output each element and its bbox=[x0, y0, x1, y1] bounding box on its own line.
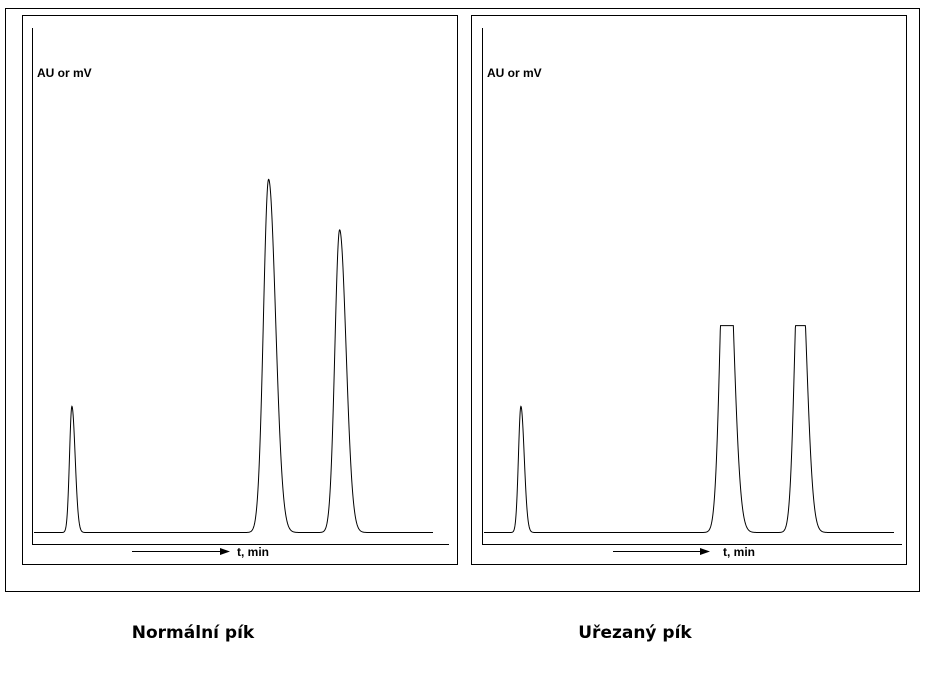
panel-clipped-border bbox=[471, 15, 907, 565]
chromatogram-trace-normal bbox=[34, 178, 433, 533]
caption-clipped: Uřezaný pík bbox=[578, 623, 692, 643]
y-axis-label: AU or mV bbox=[37, 66, 92, 80]
outer-frame bbox=[5, 8, 920, 592]
y-axis-label: AU or mV bbox=[487, 66, 542, 80]
panel-normal: AU or mV t, min bbox=[22, 15, 458, 565]
time-arrow-head-icon bbox=[220, 548, 230, 555]
panel-normal-border bbox=[22, 15, 458, 565]
x-axis-label: t, min bbox=[723, 545, 755, 559]
panel-clipped: AU or mV t, min bbox=[471, 15, 907, 565]
caption-normal: Normální pík bbox=[132, 623, 255, 643]
chromatogram-trace-clipped bbox=[484, 325, 894, 533]
time-arrow-head-icon bbox=[700, 548, 710, 555]
x-axis-label: t, min bbox=[237, 545, 269, 559]
